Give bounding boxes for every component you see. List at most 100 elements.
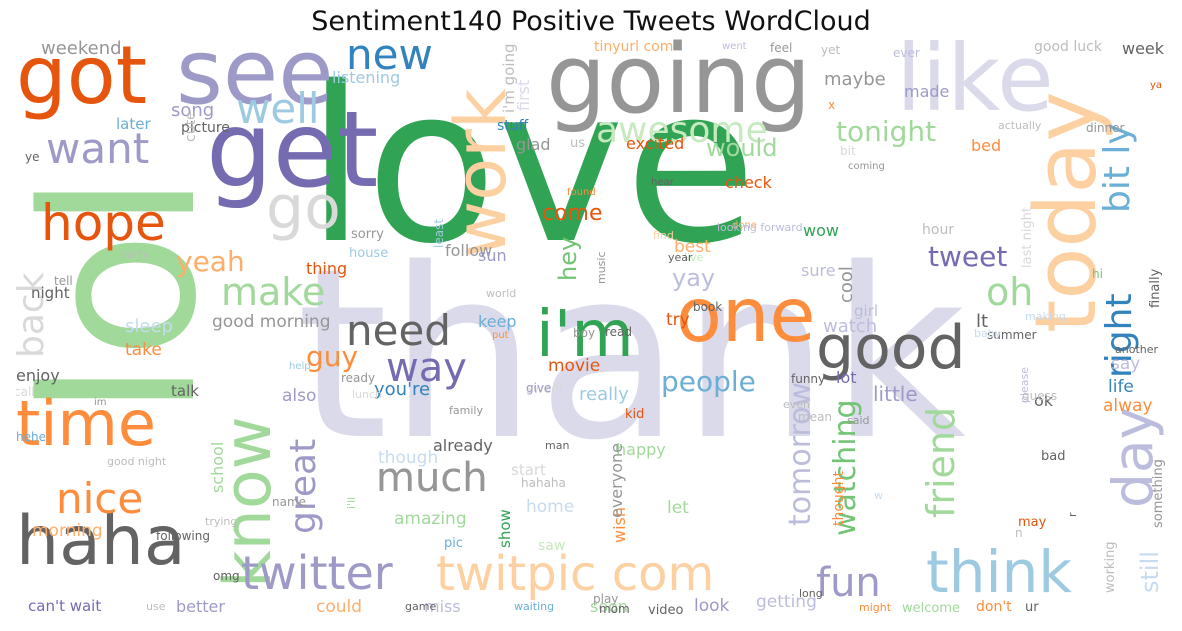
- word-good: good: [816, 313, 966, 383]
- word-later: later: [116, 115, 151, 133]
- word-cool: cool: [836, 266, 857, 303]
- word-put: put: [492, 330, 509, 341]
- word-look: look: [694, 596, 730, 616]
- word-summer: summer: [987, 328, 1037, 342]
- word-twitpic-com: twitpic com: [436, 546, 715, 602]
- word-people: people: [661, 365, 756, 398]
- word-tell: tell: [54, 274, 73, 288]
- word-good-luck: good luck: [1034, 39, 1102, 55]
- word-can-t-wait: can't wait: [28, 597, 102, 615]
- word-hahaha: hahaha: [521, 476, 566, 490]
- word-something: something: [1151, 459, 1166, 528]
- word-i-ll: i'll: [345, 496, 358, 509]
- word-family: family: [449, 404, 483, 417]
- word-yay: yay: [672, 264, 716, 292]
- word-going: going: [546, 38, 812, 135]
- word-much: much: [376, 455, 488, 501]
- word-lunch: lunch: [352, 388, 383, 401]
- word-go: go: [266, 173, 341, 243]
- word-see: see: [176, 38, 334, 125]
- word-love: love: [306, 40, 757, 291]
- word-ur: ur: [1025, 600, 1039, 615]
- word-don-t: don't: [976, 599, 1012, 615]
- word-hear: hear: [651, 177, 674, 188]
- word-sure: sure: [801, 261, 836, 280]
- word-good-morning: good morning: [212, 312, 331, 332]
- word-get: get: [206, 89, 379, 211]
- word-boy: boy: [573, 326, 596, 340]
- word-music: music: [595, 251, 608, 284]
- word-great: great: [283, 438, 324, 534]
- word-movie: movie: [548, 356, 601, 376]
- word-watch: watch: [823, 316, 878, 337]
- word-excited: excited: [626, 134, 685, 153]
- word-haha: haha: [16, 502, 186, 581]
- word-found: found: [567, 187, 596, 198]
- word-tinyurl-com: tinyurl com: [594, 39, 674, 55]
- word-give: give: [526, 381, 552, 395]
- word-saw: saw: [538, 538, 566, 554]
- word-like: like: [896, 38, 1054, 132]
- word-home: home: [526, 497, 575, 517]
- word-well: well: [236, 84, 320, 133]
- word-girl: girl: [854, 302, 879, 320]
- word-guy: guy: [306, 340, 359, 373]
- word-coming: coming: [848, 161, 885, 172]
- word-new: new: [346, 38, 433, 79]
- word-nice: nice: [56, 474, 144, 523]
- word-wow: wow: [803, 221, 839, 240]
- word-said: said: [847, 414, 870, 427]
- word-game: game: [405, 600, 437, 613]
- word-soon: soon: [590, 597, 629, 616]
- word-sleep: sleep: [125, 316, 173, 337]
- word-much: much: [376, 455, 488, 501]
- word-i-m-going: i'm going: [500, 43, 518, 113]
- word-awesome: awesome: [596, 110, 768, 151]
- word-school: school: [208, 441, 227, 493]
- word-call: call: [16, 385, 35, 399]
- word-help: help: [289, 361, 311, 372]
- word-twitter: twitter: [241, 546, 393, 600]
- word-year: year: [668, 251, 693, 264]
- word-better: better: [176, 597, 225, 616]
- word-glad: glad: [516, 135, 551, 154]
- word-hey: hey: [554, 236, 582, 281]
- word-play: play: [593, 592, 619, 606]
- word-first: first: [514, 79, 533, 111]
- word-trying: trying: [205, 515, 238, 528]
- word-making: making: [1025, 310, 1066, 323]
- word-talk: talk: [171, 382, 199, 400]
- word-sun: sun: [478, 246, 507, 265]
- word-happy: happy: [616, 440, 666, 459]
- word-cute: cute: [183, 111, 199, 142]
- word-thing: thing: [306, 259, 348, 278]
- word-ever: ever: [893, 46, 920, 60]
- word-little: little: [873, 382, 918, 406]
- word-waiting: waiting: [514, 600, 555, 613]
- word-work: work: [440, 88, 522, 258]
- word-feel: feel: [770, 41, 793, 55]
- word-morning: morning: [32, 521, 103, 541]
- word-pic: pic: [444, 536, 464, 551]
- word-you-re: you're: [374, 379, 431, 400]
- word-want: want: [46, 124, 150, 173]
- word-keep: keep: [478, 312, 517, 331]
- word-omg: omg: [213, 569, 240, 583]
- word-dinner: dinner: [1086, 121, 1125, 135]
- word-finally: finally: [1148, 268, 1163, 308]
- word-amazing: amazing: [394, 509, 467, 529]
- word-hi: hi: [1092, 267, 1103, 281]
- word-house: house: [349, 246, 389, 261]
- word-ready: ready: [341, 371, 376, 385]
- word-getting: getting: [756, 592, 817, 612]
- word-w: w: [874, 489, 883, 502]
- word-lt: lt: [976, 311, 989, 332]
- word-make: make: [221, 270, 326, 314]
- word-enjoy: enjoy: [16, 366, 60, 385]
- word-thank: thank: [296, 219, 967, 492]
- word-bit: bit: [840, 144, 856, 158]
- word-book: book: [693, 300, 723, 314]
- word-mean: mean: [798, 410, 833, 424]
- word-mom: mom: [599, 602, 630, 616]
- word-ok: ok: [1034, 391, 1054, 410]
